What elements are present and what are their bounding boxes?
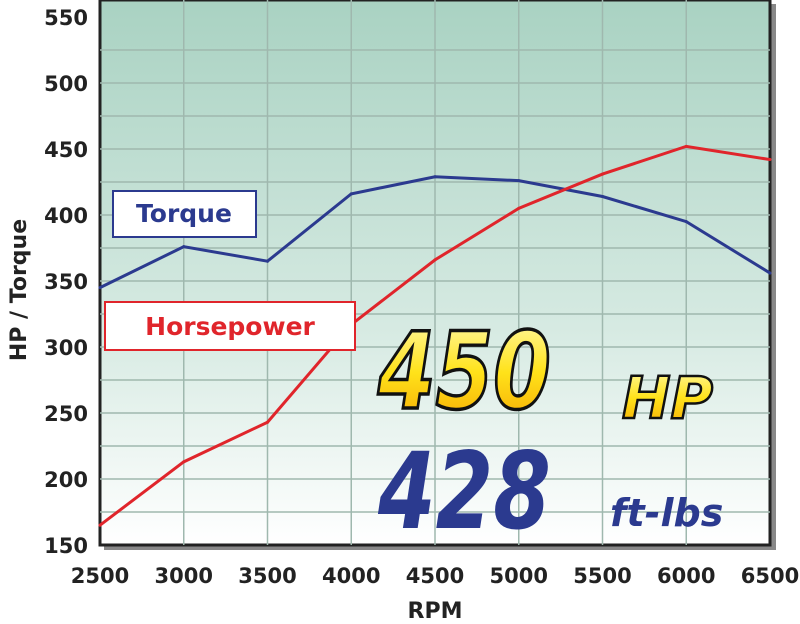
hp-value: 450 <box>377 311 551 434</box>
data-point-horsepower <box>601 172 604 176</box>
y-tick-label: 150 <box>44 534 88 558</box>
y-tick-label: 300 <box>44 336 88 360</box>
x-tick-label: 3500 <box>238 564 296 588</box>
data-point-torque <box>684 220 688 224</box>
hp-unit: HP <box>622 364 713 432</box>
data-point-torque <box>768 271 772 275</box>
legend-horsepower: Horsepower <box>145 312 315 341</box>
x-tick-label: 6000 <box>657 564 715 588</box>
x-tick-label: 6500 <box>741 564 799 588</box>
data-point-horsepower <box>768 158 772 162</box>
y-tick-label: 550 <box>44 6 88 30</box>
data-point-horsepower <box>266 420 269 424</box>
y-tick-label: 350 <box>44 270 88 294</box>
data-point-horsepower <box>517 206 521 210</box>
x-axis-label: RPM <box>408 599 463 624</box>
torque-unit: ft-lbs <box>610 491 723 535</box>
y-tick-label: 450 <box>44 138 88 162</box>
data-point-torque <box>349 192 353 196</box>
y-tick-label: 250 <box>44 402 88 426</box>
horsepower-legend-box: Horsepower <box>104 301 356 351</box>
data-point-torque <box>601 195 604 199</box>
data-point-torque <box>266 259 269 263</box>
y-tick-label: 400 <box>44 204 88 228</box>
torque-legend-box: Torque <box>112 190 257 238</box>
x-tick-label: 3000 <box>155 564 213 588</box>
data-point-horsepower <box>98 523 102 527</box>
x-tick-label: 5000 <box>490 564 548 588</box>
x-tick-label: 4500 <box>406 564 464 588</box>
data-point-horsepower <box>182 460 186 464</box>
x-tick-label: 5500 <box>573 564 631 588</box>
x-tick-label: 2500 <box>71 564 129 588</box>
x-tick-label: 4000 <box>322 564 380 588</box>
legend-torque: Torque <box>136 199 232 228</box>
y-axis-label: HP / Torque <box>7 219 32 361</box>
data-point-torque <box>433 175 437 179</box>
data-point-torque <box>182 245 186 249</box>
data-point-horsepower <box>433 258 437 262</box>
data-point-torque <box>98 286 102 290</box>
y-tick-label: 500 <box>44 72 88 96</box>
data-point-torque <box>517 179 521 183</box>
torque-value: 428 <box>377 431 551 554</box>
data-point-horsepower <box>684 144 688 148</box>
y-tick-label: 200 <box>44 468 88 492</box>
